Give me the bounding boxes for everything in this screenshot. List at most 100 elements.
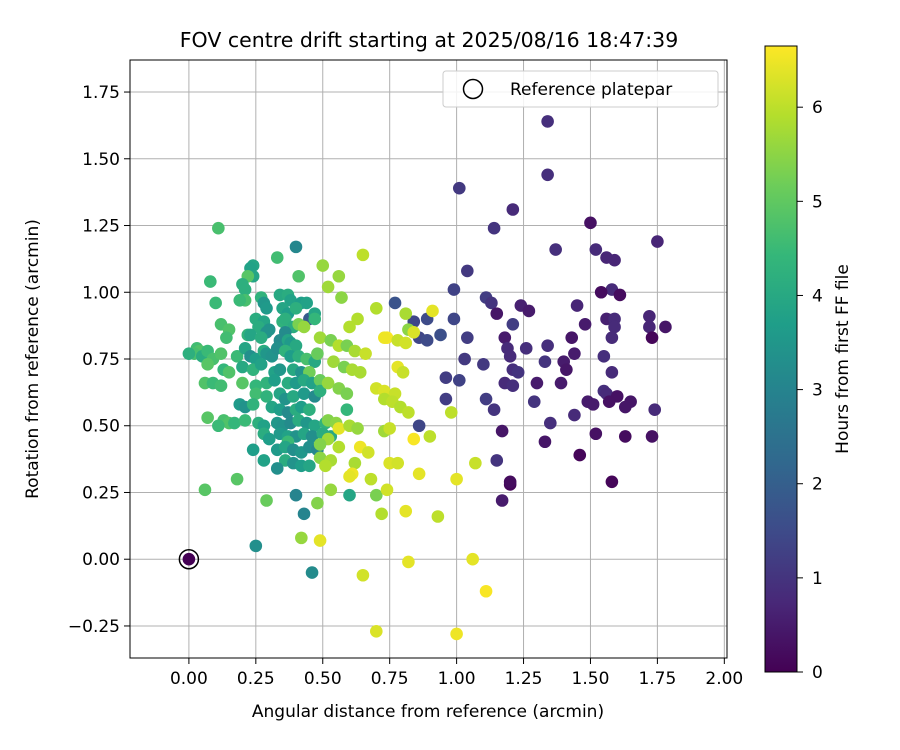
data-point xyxy=(249,387,263,401)
data-point xyxy=(332,422,346,435)
data-point xyxy=(495,424,509,438)
data-point xyxy=(369,301,383,315)
data-point xyxy=(292,269,305,283)
data-point xyxy=(364,472,378,486)
data-point xyxy=(378,331,391,344)
data-point xyxy=(220,331,233,344)
data-point xyxy=(303,403,316,417)
data-point xyxy=(212,419,225,433)
data-points xyxy=(182,115,672,641)
legend-box xyxy=(442,70,719,108)
y-tick-label: 1.50 xyxy=(82,150,120,170)
data-point xyxy=(356,568,370,582)
data-point xyxy=(412,419,426,433)
data-point xyxy=(260,390,273,403)
data-point xyxy=(340,387,354,401)
reference-marker-group xyxy=(178,548,200,570)
data-point xyxy=(485,296,498,310)
data-point xyxy=(260,301,273,315)
data-point xyxy=(477,358,490,371)
data-point xyxy=(541,339,554,352)
y-tick-label: 1.00 xyxy=(82,283,120,303)
data-point xyxy=(236,376,249,390)
y-tick-label: 1.75 xyxy=(82,83,120,103)
data-point xyxy=(412,467,426,481)
data-point xyxy=(648,403,662,417)
colorbar-tick-label: 2 xyxy=(812,475,823,495)
data-point xyxy=(308,312,322,326)
data-point xyxy=(431,510,445,523)
data-point xyxy=(458,352,471,366)
data-point xyxy=(300,296,313,310)
data-point xyxy=(222,366,236,379)
data-point xyxy=(573,448,587,462)
x-tick-label: 0.00 xyxy=(170,669,208,689)
data-point xyxy=(311,347,324,360)
data-point xyxy=(511,366,525,379)
legend-marker-open-circle-icon xyxy=(462,78,484,100)
grid-lines xyxy=(130,60,727,658)
data-point xyxy=(289,488,303,502)
data-point xyxy=(303,459,316,473)
data-point xyxy=(289,301,303,315)
data-point xyxy=(450,472,463,486)
data-point xyxy=(586,398,600,411)
data-point xyxy=(503,350,517,363)
data-point xyxy=(316,259,330,272)
data-point xyxy=(182,347,196,360)
data-point xyxy=(327,355,340,368)
x-tick-label: 1.75 xyxy=(638,669,676,689)
data-point xyxy=(297,387,311,401)
data-point xyxy=(584,216,597,230)
data-point xyxy=(359,347,372,360)
colorbar-gradient-bar xyxy=(764,45,798,673)
data-point xyxy=(260,494,273,507)
data-point xyxy=(487,403,501,417)
data-point xyxy=(353,366,367,379)
data-point xyxy=(388,296,402,310)
data-point xyxy=(495,494,509,507)
data-point xyxy=(490,307,504,320)
data-point xyxy=(311,496,324,510)
data-point xyxy=(487,221,501,235)
data-point xyxy=(313,384,327,398)
data-point xyxy=(399,336,413,350)
data-point xyxy=(407,432,421,446)
data-point xyxy=(324,483,338,497)
data-point xyxy=(479,392,493,406)
data-point xyxy=(506,379,520,392)
data-point xyxy=(257,454,271,467)
data-point xyxy=(605,475,619,489)
data-point xyxy=(434,328,447,342)
data-point xyxy=(289,339,303,352)
data-point xyxy=(544,416,557,430)
data-point xyxy=(332,440,346,454)
data-point xyxy=(597,350,611,363)
data-point xyxy=(594,285,608,299)
reference-point xyxy=(182,552,196,566)
colorbar-ticks: 0 1 2 3 4 5 6 xyxy=(797,98,823,683)
data-point xyxy=(643,320,656,334)
data-point xyxy=(321,280,335,294)
data-point xyxy=(270,462,284,475)
data-point xyxy=(297,320,311,334)
data-point xyxy=(618,400,632,414)
data-point xyxy=(396,366,410,379)
data-point xyxy=(308,419,322,433)
data-point xyxy=(519,342,533,355)
data-point xyxy=(479,584,493,598)
x-axis-label: Angular distance from reference (arcmin) xyxy=(252,702,604,722)
data-point xyxy=(589,427,603,441)
data-point xyxy=(570,299,584,312)
y-tick-label: 0.75 xyxy=(82,350,120,370)
data-point xyxy=(236,360,249,374)
y-tick-label: 0.50 xyxy=(82,417,120,437)
data-point xyxy=(447,312,461,326)
data-point xyxy=(348,344,362,358)
data-point xyxy=(402,555,415,569)
data-point xyxy=(375,507,388,521)
data-point xyxy=(589,243,603,256)
x-tick-label: 1.25 xyxy=(505,669,543,689)
data-point xyxy=(295,531,308,545)
data-point xyxy=(351,312,364,326)
